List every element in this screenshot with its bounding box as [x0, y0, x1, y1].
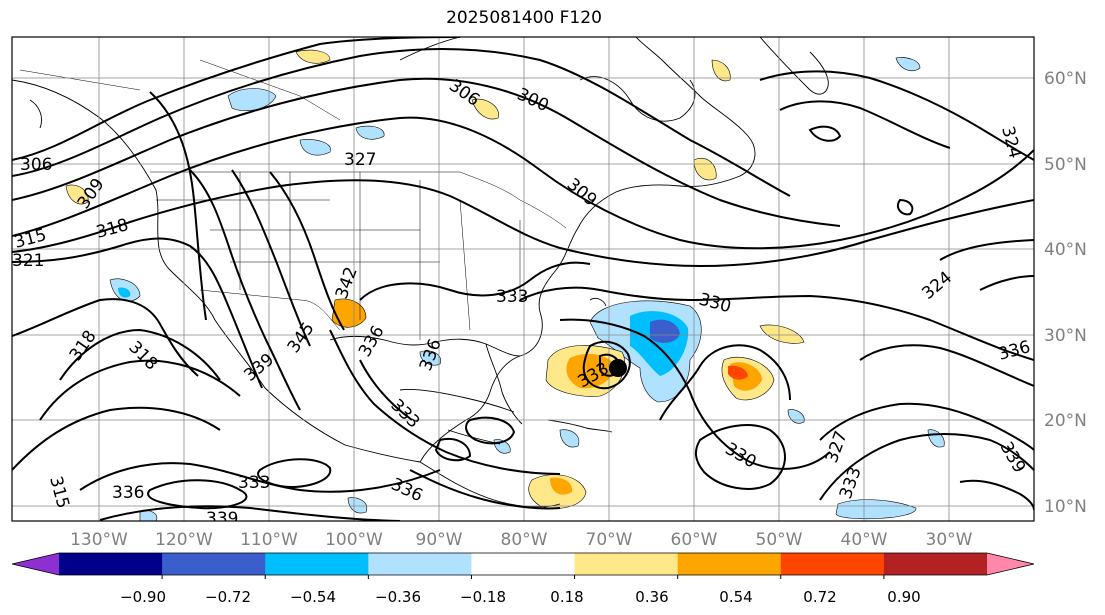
colorbar-swatch — [471, 553, 576, 575]
colorbar-label: −0.54 — [290, 588, 336, 606]
contour-label: 327 — [344, 150, 376, 170]
colorbar-label: −0.36 — [375, 588, 421, 606]
colorbar-outline — [11, 552, 1035, 576]
map-title: 2025081400 F120 — [446, 8, 602, 28]
longitude-label: 30°W — [926, 530, 973, 550]
colorbar-swatch — [677, 553, 782, 575]
colorbar-swatch — [265, 553, 369, 575]
contour-label: 339 — [206, 509, 238, 529]
colorbar-labels: −0.90 −0.72 −0.54 −0.36 −0.18 0.18 0.36 … — [120, 588, 921, 606]
map-frame — [11, 36, 1035, 522]
longitude-label: 40°W — [841, 530, 888, 550]
latitude-label: 40°N — [1044, 240, 1087, 260]
colorbar-swatch — [780, 553, 885, 575]
longitude-label: 120°W — [155, 530, 213, 550]
contour-label: 333 — [496, 287, 528, 307]
longitude-label: 130°W — [70, 530, 128, 550]
contour-label: 321 — [12, 251, 44, 271]
longitude-label: 100°W — [325, 530, 383, 550]
latitude-label: 20°N — [1044, 411, 1087, 431]
contour-label: 333 — [238, 473, 270, 493]
colorbar-extend-low — [12, 553, 59, 575]
political-borders — [19, 59, 567, 340]
colorbar-label: 0.36 — [635, 588, 668, 606]
contour-lines — [12, 37, 1034, 521]
colorbar-label: −0.18 — [460, 588, 506, 606]
longitude-label: 70°W — [586, 530, 633, 550]
longitude-label: 80°W — [501, 530, 548, 550]
longitude-label: 50°W — [756, 530, 803, 550]
latitude-labels: 60°N 50°N 40°N 30°N 20°N 10°N — [1044, 69, 1087, 517]
colorbar-label: −0.90 — [120, 588, 166, 606]
contour-label: 306 — [20, 155, 52, 175]
colorbar-label: 0.72 — [803, 588, 836, 606]
latitude-label: 60°N — [1044, 69, 1087, 89]
latitude-label: 50°N — [1044, 155, 1087, 175]
longitude-label: 110°W — [240, 530, 298, 550]
colorbar-label: 0.18 — [550, 588, 583, 606]
colorbar-label: 0.90 — [887, 588, 920, 606]
longitude-label: 60°W — [671, 530, 718, 550]
colorbar-swatch — [574, 553, 679, 575]
colorbar-swatch — [883, 553, 988, 575]
colorbar-label: 0.54 — [719, 588, 752, 606]
colorbar-swatch — [59, 553, 163, 575]
longitude-label: 90°W — [416, 530, 463, 550]
contour-label: 336 — [112, 483, 144, 503]
latitude-label: 30°N — [1044, 326, 1087, 346]
colorbar-swatch — [162, 553, 266, 575]
colorbar — [11, 552, 1035, 579]
colorbar-swatch — [368, 553, 472, 575]
colorbar-extend-high — [987, 553, 1034, 575]
colorbar-label: −0.72 — [205, 588, 251, 606]
storm-center-marker — [609, 359, 627, 377]
latitude-label: 10°N — [1044, 497, 1087, 517]
longitude-labels: 130°W 120°W 110°W 100°W 90°W 80°W 70°W 6… — [70, 530, 973, 550]
